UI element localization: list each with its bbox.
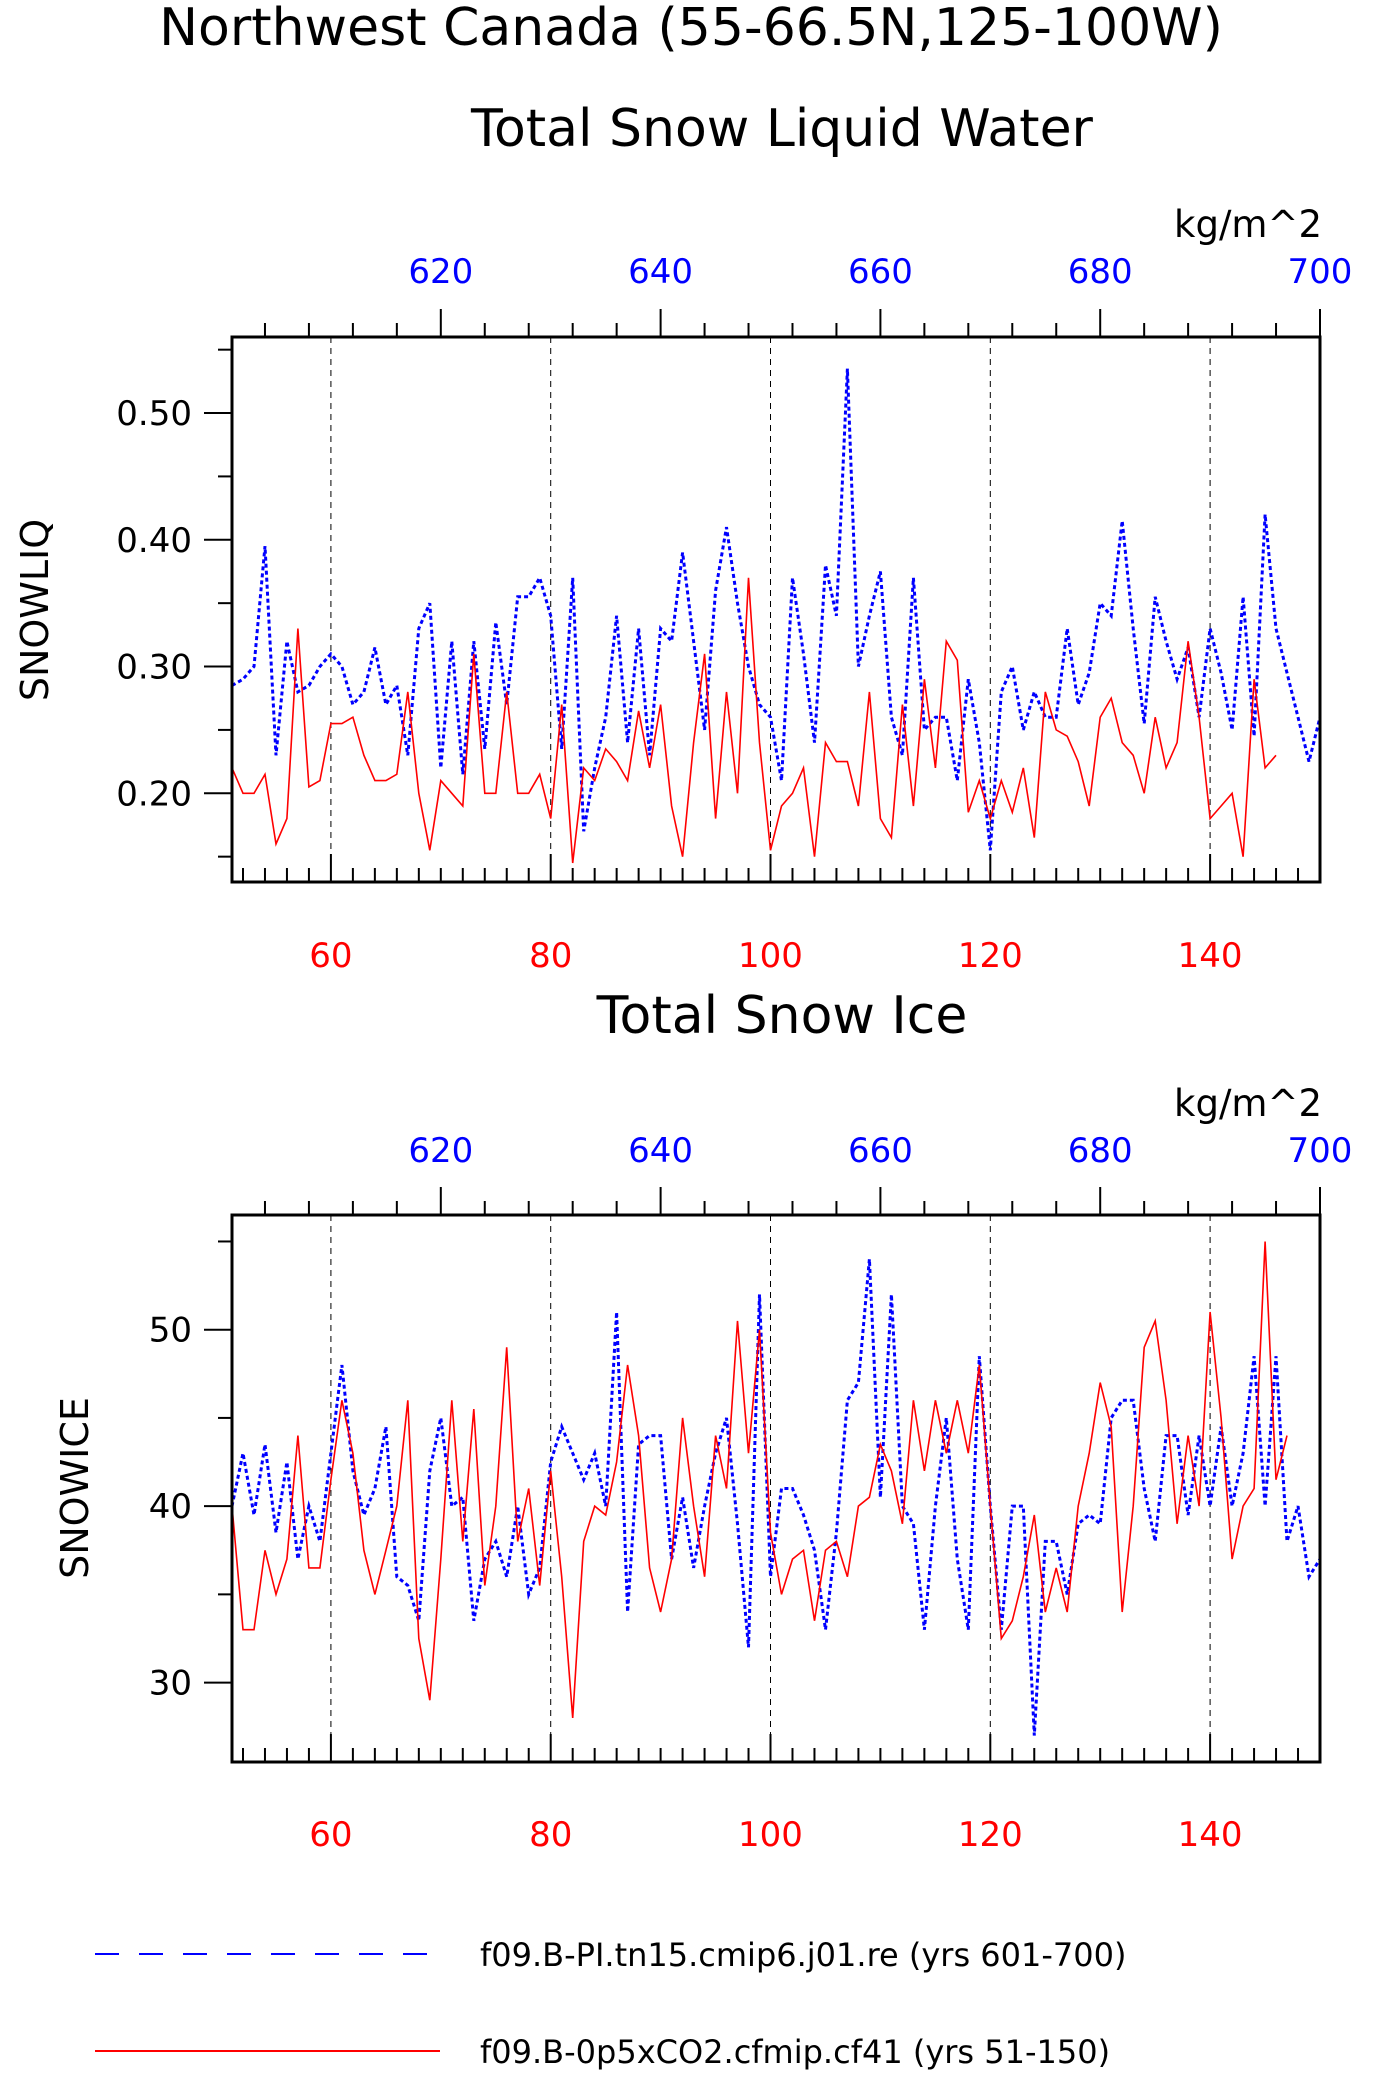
x-tick-label-bottom: 80 bbox=[529, 1815, 572, 1855]
legend-label-blue: f09.B-PI.tn15.cmip6.j01.re (yrs 601-700) bbox=[480, 1936, 1126, 1974]
y-tick-label: 50 bbox=[149, 1311, 192, 1351]
y-tick-label: 0.30 bbox=[116, 648, 192, 688]
panel-title: Total Snow Liquid Water bbox=[470, 99, 1094, 159]
x-tick-label-top: 660 bbox=[848, 1131, 913, 1171]
x-tick-label-top: 660 bbox=[848, 252, 913, 292]
series-line-red bbox=[232, 1241, 1288, 1718]
x-tick-label-bottom: 120 bbox=[958, 1815, 1023, 1855]
x-tick-label-top: 640 bbox=[628, 1131, 693, 1171]
figure-title: Northwest Canada (55-66.5N,125-100W) bbox=[159, 0, 1223, 58]
x-tick-label-top: 680 bbox=[1068, 252, 1133, 292]
x-tick-label-top: 680 bbox=[1068, 1131, 1133, 1171]
panel-snowliq: Total Snow Liquid Water kg/m^2 SNOWLIQ 60 80… bbox=[13, 99, 1353, 976]
series-line-red bbox=[232, 577, 1277, 864]
x-tick-label-bottom: 140 bbox=[1178, 936, 1243, 976]
x-tick-label-bottom: 120 bbox=[958, 936, 1023, 976]
plot-frame bbox=[230, 335, 1322, 884]
x-tick-label-bottom: 80 bbox=[529, 936, 572, 976]
series-line-blue bbox=[232, 1258, 1320, 1736]
x-tick-label-bottom: 100 bbox=[738, 936, 803, 976]
panel-title: Total Snow Ice bbox=[596, 986, 968, 1046]
series-line-blue bbox=[232, 368, 1320, 851]
y-tick-label: 0.40 bbox=[116, 521, 192, 561]
plot-frame bbox=[230, 1213, 1322, 1764]
x-tick-label-top: 640 bbox=[628, 252, 693, 292]
y-tick-label: 0.50 bbox=[116, 394, 192, 434]
y-tick-label: 0.20 bbox=[116, 774, 192, 814]
panel-snowice: Total Snow Ice kg/m^2 SNOWICE 60 80 100 120 140… bbox=[53, 986, 1353, 1855]
units-label: kg/m^2 bbox=[1174, 1082, 1322, 1125]
legend-label-red: f09.B-0p5xCO2.cfmip.cf41 (yrs 51-150) bbox=[480, 2033, 1110, 2071]
y-tick-label: 30 bbox=[149, 1664, 192, 1704]
x-tick-label-bottom: 60 bbox=[309, 936, 352, 976]
x-tick-label-bottom: 60 bbox=[309, 1815, 352, 1855]
y-tick-label: 40 bbox=[149, 1487, 192, 1527]
x-tick-label-bottom: 100 bbox=[738, 1815, 803, 1855]
x-tick-label-top: 620 bbox=[408, 252, 473, 292]
y-axis-label: SNOWICE bbox=[53, 1397, 97, 1579]
units-label: kg/m^2 bbox=[1174, 203, 1322, 246]
x-tick-label-top: 620 bbox=[408, 1131, 473, 1171]
y-axis-label: SNOWLIQ bbox=[13, 519, 57, 701]
x-tick-label-top: 700 bbox=[1288, 252, 1353, 292]
x-tick-label-top: 700 bbox=[1288, 1131, 1353, 1171]
x-tick-label-bottom: 140 bbox=[1178, 1815, 1243, 1855]
legend: f09.B-PI.tn15.cmip6.j01.re (yrs 601-700)… bbox=[95, 1936, 1126, 2071]
